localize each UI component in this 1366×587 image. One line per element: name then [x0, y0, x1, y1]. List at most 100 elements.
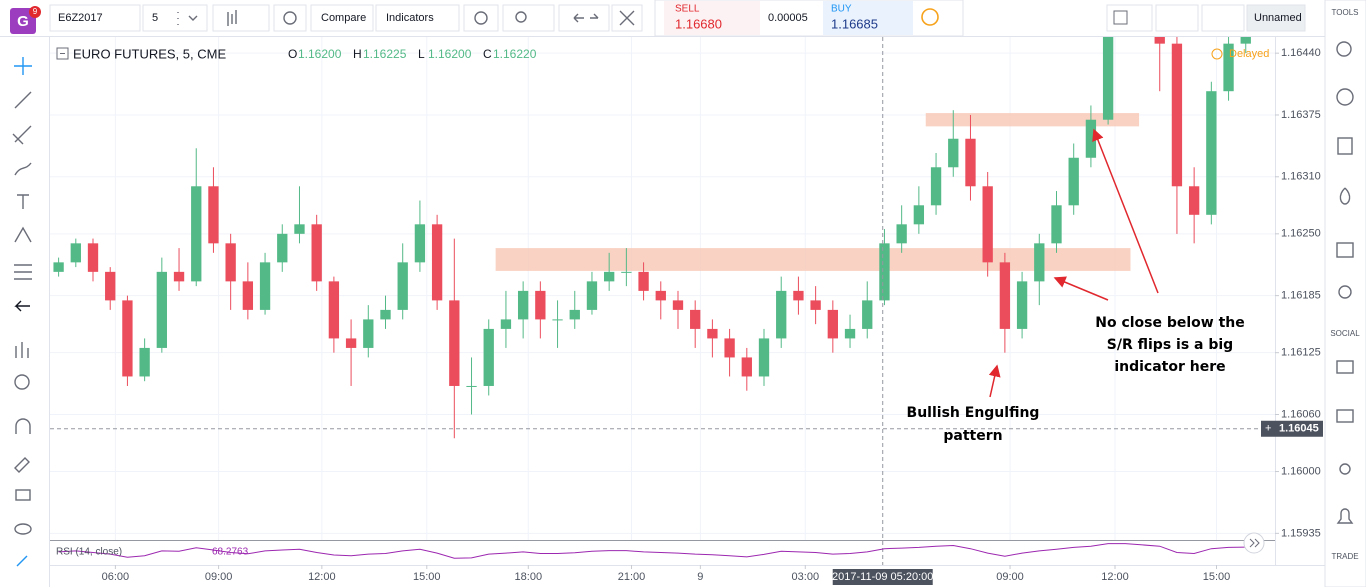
sidebar-trade: TRADE	[1331, 552, 1358, 561]
candle-body	[449, 300, 460, 386]
drawing-icon	[1113, 10, 1128, 25]
candle-body	[1085, 119, 1097, 158]
candle-body	[896, 224, 907, 244]
candle-body	[87, 243, 99, 272]
fullscreen-icon	[619, 10, 635, 26]
sidebar-tools: TOOLS	[1332, 8, 1359, 17]
symbol: E6Z2017	[58, 12, 103, 24]
interval-menu	[177, 12, 198, 25]
sidebar-icons[interactable]	[1336, 41, 1354, 524]
ohlc-value: 1.16200	[428, 47, 472, 61]
candle-body	[1154, 37, 1165, 44]
y-tick-label: 1.16185	[1281, 290, 1321, 302]
ohlc-value: 1.16225	[363, 47, 407, 61]
chart-style-button[interactable]	[212, 4, 270, 32]
candle-body	[621, 271, 632, 273]
y-tick-label: 1.15935	[1281, 527, 1321, 539]
x-tick-label: 09:00	[996, 571, 1024, 583]
candle-body	[1223, 43, 1234, 92]
y-tick-label: 1.16000	[1281, 465, 1321, 477]
candle-body	[225, 243, 236, 282]
symbol-box[interactable]	[49, 4, 141, 32]
candles-icon	[227, 10, 237, 26]
candle-body	[827, 309, 838, 339]
candle-body	[586, 281, 598, 310]
x-tick-label: 06:00	[102, 571, 130, 583]
save-button[interactable]	[1201, 4, 1245, 32]
candle-body	[776, 290, 787, 339]
compare-button[interactable]	[310, 4, 374, 32]
candle-body	[173, 271, 185, 282]
buy-price: 1.16685	[831, 16, 878, 31]
sell-price: 1.16680	[675, 16, 722, 31]
candle-body	[345, 338, 357, 348]
candle-body	[139, 347, 150, 377]
candle-body	[913, 205, 925, 225]
candle-body	[156, 271, 167, 348]
overlay: 1.16440 1.16375 1.16310 1.16250 1.16185 1.161…	[50, 37, 1323, 585]
ohlc-label: C	[483, 47, 492, 61]
candle-body	[414, 224, 426, 263]
candle-body	[380, 309, 391, 320]
rsi-value: 68.2763	[212, 547, 249, 558]
arrow	[1053, 276, 1109, 301]
candle-body	[844, 328, 856, 339]
candle-body	[517, 290, 529, 320]
ohlc-value: 1.16200	[298, 47, 342, 61]
delayed-icon	[1211, 48, 1223, 60]
candle-body	[1051, 205, 1062, 244]
right-sidebar	[1324, 0, 1366, 587]
undo-icon	[573, 13, 599, 23]
candle-body	[500, 319, 512, 329]
sell-button[interactable]	[664, 1, 760, 35]
load-button[interactable]	[1155, 4, 1199, 32]
buy-button[interactable]	[823, 1, 913, 35]
candle-body	[1034, 243, 1045, 282]
candle-body	[1240, 37, 1251, 44]
annotation: pattern	[943, 428, 1002, 444]
x-tick-label: 12:00	[308, 571, 336, 583]
arrow	[1092, 128, 1159, 294]
y-tick-label: 1.16060	[1281, 408, 1321, 420]
candle-body	[948, 138, 959, 168]
candle-body	[758, 338, 770, 377]
candle-body	[793, 290, 804, 301]
badge-count: 9	[33, 7, 38, 16]
sidebar-social: SOCIAL	[1330, 329, 1360, 338]
sell-label: SELL	[675, 4, 700, 15]
indicators-button[interactable]	[375, 4, 460, 32]
settings-button[interactable]	[273, 4, 307, 32]
candle-body	[242, 281, 254, 310]
rsi-label: RSI (14, close)	[56, 547, 122, 558]
candle-body	[569, 309, 580, 320]
candle-body	[810, 300, 821, 310]
candle-body	[965, 138, 976, 187]
candle-body	[397, 262, 408, 310]
alert-button[interactable]	[463, 4, 499, 32]
indicators-label: Indicators	[386, 12, 434, 24]
candle-body	[1102, 37, 1114, 120]
candle-body	[1016, 281, 1028, 329]
scroll-icon	[1249, 538, 1260, 548]
candle-body	[707, 328, 718, 339]
annotation: S/R flips is a big	[1107, 337, 1233, 353]
layout-button[interactable]	[1246, 4, 1306, 32]
x-tick-label: 09:00	[205, 571, 233, 583]
logo-letter: G	[17, 13, 29, 30]
logo[interactable]	[10, 8, 36, 34]
crosshair-price-label: 1.16045	[1279, 423, 1319, 435]
info-icon[interactable]	[921, 8, 939, 26]
x-tick-label: 18:00	[515, 571, 543, 583]
candle-body	[930, 167, 942, 206]
ohlc-label: O	[288, 47, 297, 61]
ohlc-value: 1.16220	[493, 47, 537, 61]
candle-body	[535, 290, 546, 320]
candle-body	[105, 271, 116, 301]
drawing-tools[interactable]	[12, 57, 32, 567]
candle-body	[741, 357, 752, 377]
interval-box[interactable]	[142, 4, 208, 32]
x-tick-label: 03:00	[792, 571, 820, 583]
template-button[interactable]	[502, 4, 555, 32]
candle-body	[999, 262, 1011, 329]
